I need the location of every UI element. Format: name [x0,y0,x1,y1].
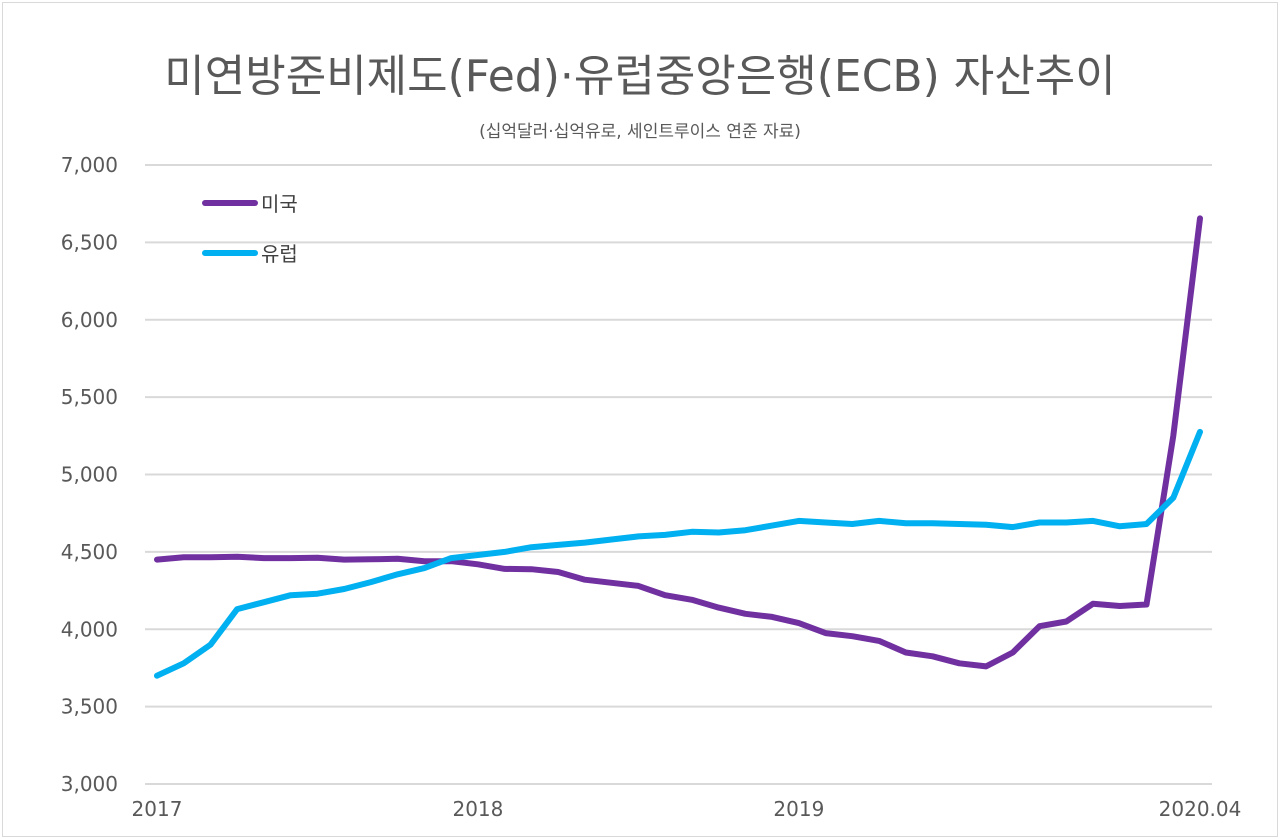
legend-label: 유럽 [261,242,298,266]
x-tick-label: 2018 [452,797,503,821]
y-tick-label: 3,500 [61,695,118,719]
y-tick-label: 4,000 [61,617,118,641]
y-tick-label: 6,000 [61,308,118,332]
x-tick-label: 2019 [773,797,824,821]
series-line-europe [154,428,1203,679]
x-tick-label: 2020.04 [1159,797,1242,821]
chart-subtitle: (십억달러·십억유로, 세인트루이스 연준 자료) [479,122,801,142]
y-tick-label: 7,000 [61,153,118,177]
legend-label: 미국 [261,192,298,216]
y-tick-label: 5,000 [61,463,118,487]
y-tick-label: 4,500 [61,540,118,564]
chart-title: 미연방준비제도(Fed)·유럽중앙은행(ECB) 자산추이 [164,51,1116,102]
x-tick-label: 2017 [132,797,183,821]
y-tick-label: 3,000 [61,772,118,796]
series-line-us [154,215,1203,670]
y-tick-label: 5,500 [61,385,118,409]
y-tick-label: 6,500 [61,230,118,254]
